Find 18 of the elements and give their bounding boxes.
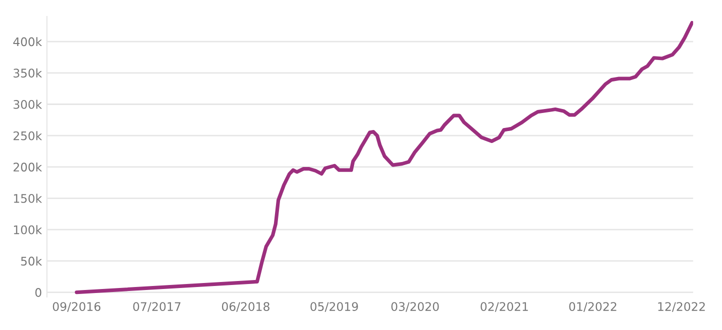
y-tick-label: 250k [14,131,42,140]
x-tick-label: 12/2022 [658,302,705,312]
y-tick-label: 100k [14,225,42,234]
x-tick-label: 02/2021 [480,302,528,312]
y-tick-label: 50k [21,256,42,266]
y-tick-label: 150k [14,194,42,203]
x-tick-label: 03/2020 [391,302,439,312]
y-tick-label: 200k [14,162,42,172]
y-tick-label: 350k [14,68,42,78]
x-tick-label: 01/2022 [569,302,616,312]
x-tick-label: 07/2017 [133,302,180,312]
line-series [74,20,694,294]
x-tick-label: 06/2018 [222,302,270,312]
y-tick-label: 0 [35,288,42,297]
y-tick-label: 300k [14,100,42,109]
x-tick-label: 09/2016 [52,302,100,312]
y-tick-label: 400k [13,37,42,46]
x-tick-label: 05/2019 [310,302,358,312]
